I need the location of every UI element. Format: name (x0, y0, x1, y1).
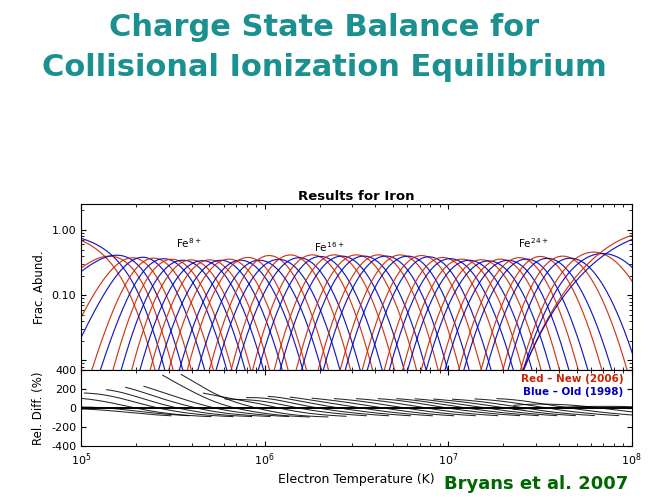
Text: Collisional Ionization Equilibrium: Collisional Ionization Equilibrium (41, 53, 607, 82)
Text: Fe$^{8+}$: Fe$^{8+}$ (176, 237, 202, 250)
Text: Fe$^{24+}$: Fe$^{24+}$ (518, 237, 548, 250)
Y-axis label: Rel. Diff. (%): Rel. Diff. (%) (32, 371, 45, 445)
Title: Results for Iron: Results for Iron (298, 190, 415, 203)
Text: Bryans et al. 2007: Bryans et al. 2007 (445, 475, 629, 493)
Y-axis label: Frac. Abund.: Frac. Abund. (33, 250, 46, 324)
X-axis label: Electron Temperature (K): Electron Temperature (K) (278, 473, 435, 486)
Text: Charge State Balance for: Charge State Balance for (109, 13, 539, 42)
Text: Fe$^{16+}$: Fe$^{16+}$ (314, 240, 345, 254)
Text: Red – New (2006): Red – New (2006) (521, 374, 623, 384)
Text: Blue – Old (1998): Blue – Old (1998) (524, 387, 623, 397)
